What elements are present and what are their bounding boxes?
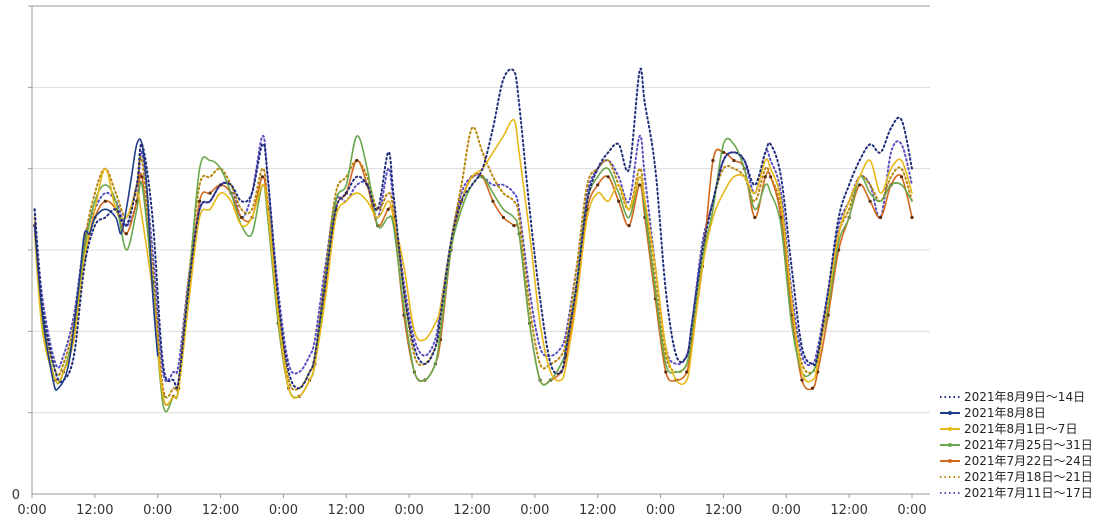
series-point [899,175,904,179]
series-point [732,158,736,163]
series-point [140,175,144,179]
series-point [800,378,804,382]
series-point [753,215,757,220]
series-point [685,370,689,374]
x-tick-label: 0:00 [646,503,675,518]
legend-label: 2021年7月18日～21日 [964,470,1093,484]
series-point [810,386,815,390]
y-tick-labels: 0 [12,5,32,503]
legend-marker [948,427,952,431]
x-tick-label: 12:00 [453,503,490,518]
series-point [103,199,107,203]
x-tick-label: 0:00 [772,503,801,518]
series-line-3 [33,118,913,406]
series-point [868,199,872,203]
x-tick-label: 12:00 [830,503,867,518]
series-line-7 [33,134,913,383]
legend-marker [948,459,952,463]
series-point [208,191,212,195]
legend-label: 2021年8月8日 [964,406,1046,420]
legend-label: 2021年7月25日～31日 [964,438,1093,452]
legend: 2021年8月9日～14日 2021年8月8日 2021年8月1日～7日 2021年7… [940,390,1093,500]
x-tick-label: 0:00 [520,503,549,518]
series-line-1 [33,67,913,390]
series-point [386,207,390,211]
series-point [768,175,773,179]
legend-label: 2021年7月22日～24日 [964,454,1093,468]
x-tick-label: 12:00 [328,503,365,518]
x-tick-label: 12:00 [579,503,616,518]
legend-marker [948,443,952,447]
x-tick-label: 0:00 [17,503,46,518]
x-tick-label: 0:00 [269,503,298,518]
series-point [878,215,883,220]
y-tick-label: 0 [12,488,20,503]
series-line-6 [33,126,913,399]
series-point [491,199,495,203]
series-point [763,175,767,179]
series-point [638,183,642,187]
x-tick-label: 0:00 [395,503,424,518]
series-point [512,224,516,228]
legend-label: 2021年7月11日～17日 [964,486,1093,500]
gridlines [32,5,930,414]
x-tick-label: 12:00 [705,503,742,518]
series-point [606,175,610,179]
series-point [627,224,631,228]
series-point [355,158,359,163]
series-point [260,175,265,179]
series-point [858,183,862,187]
x-tick-label: 0:00 [897,503,926,518]
series-point [596,183,600,187]
series-point [721,150,726,154]
x-tick-label: 0:00 [143,503,172,518]
legend-label: 2021年8月9日～14日 [964,390,1085,404]
x-tick-labels: 0:00 12:00 0:00 12:00 0:00 12:00 0:00 12:00 0:00… [17,494,927,518]
series-point [664,370,668,374]
series-lines [33,67,914,413]
series-point [910,215,914,220]
series-point [617,199,621,203]
x-tick-label: 12:00 [202,503,239,518]
legend-marker [948,411,952,415]
x-tick-label: 12:00 [76,503,113,518]
series-point [711,158,715,163]
series-point [124,232,128,236]
series-point [239,215,244,220]
legend-label: 2021年8月1日～7日 [964,422,1077,436]
series-point [198,199,202,203]
series-point [501,215,506,220]
